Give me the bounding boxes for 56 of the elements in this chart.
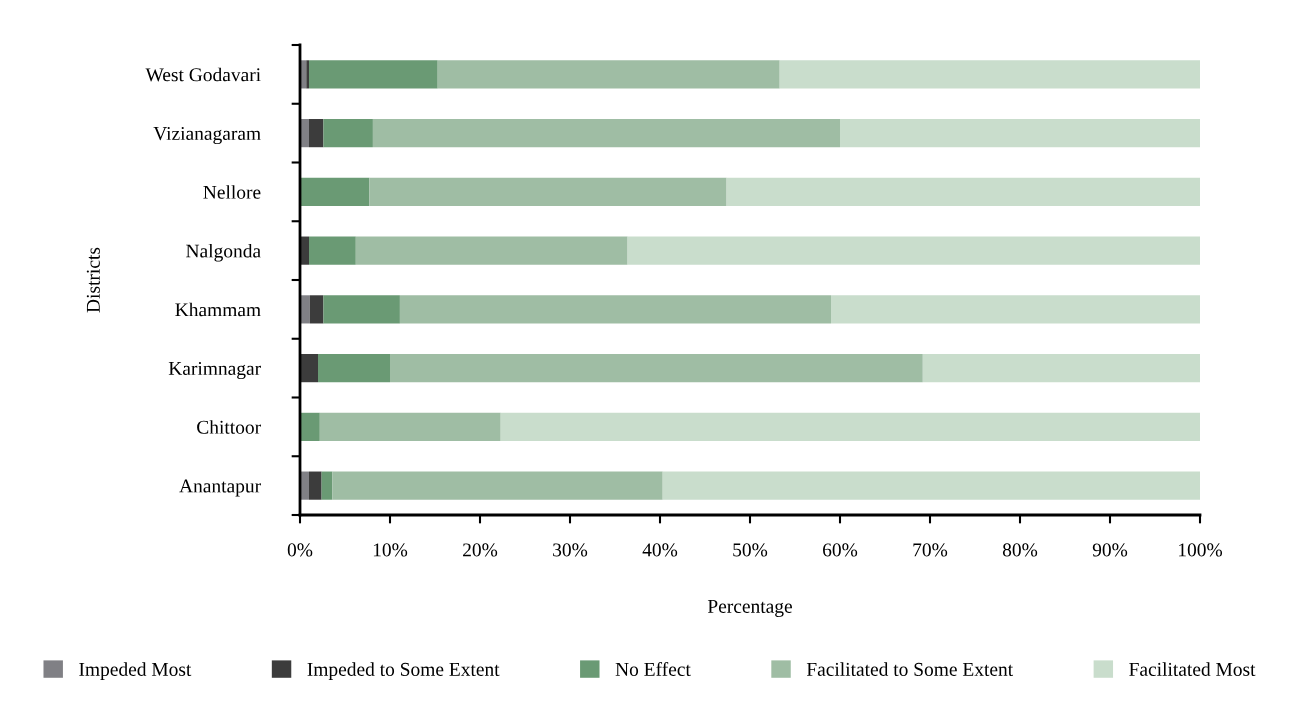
bar: [840, 119, 1200, 148]
x-tick-label: 50%: [733, 543, 768, 557]
y-tick-label: Nellore: [203, 185, 261, 199]
x-tick-label: 30%: [553, 543, 588, 557]
bar: [309, 236, 356, 265]
bar: [831, 295, 1200, 324]
bar: [321, 471, 333, 500]
bar: [399, 295, 831, 324]
x-tick-label: 100%: [1179, 543, 1223, 557]
y-tick-label: Khammam: [175, 302, 261, 317]
x-tick-label: 70%: [913, 543, 948, 557]
y-tick-label: Anantapur: [179, 479, 261, 497]
bar: [500, 412, 1200, 441]
bar: [627, 236, 1200, 265]
bar: [319, 412, 501, 441]
y-tick-label: West Godavari: [145, 67, 261, 82]
legend-label: Facilitated to Some Extent: [806, 662, 1014, 676]
bar: [309, 295, 324, 324]
x-tick-label: 40%: [642, 543, 678, 557]
x-tick-label: 0%: [287, 543, 313, 557]
x-tick-label: 90%: [1092, 543, 1128, 557]
legend-label: Facilitated Most: [1129, 662, 1256, 676]
bar: [390, 354, 923, 383]
x-tick-label: 80%: [1002, 543, 1038, 557]
bar: [318, 354, 390, 383]
bar: [332, 471, 663, 500]
bar: [323, 295, 400, 324]
bar: [309, 471, 322, 500]
bar: [779, 60, 1200, 89]
legend-label: No Effect: [615, 662, 691, 676]
y-axis-title: Districts: [86, 247, 100, 313]
bar: [300, 412, 320, 441]
bar: [922, 354, 1200, 383]
legend-label: Impeded to Some Extent: [307, 662, 500, 680]
bar: [437, 60, 780, 89]
x-tick-label: 10%: [373, 543, 408, 557]
bar: [309, 60, 438, 89]
x-tick-label: 60%: [823, 543, 858, 557]
y-tick-label: Karimnagar: [168, 361, 261, 380]
bar: [309, 119, 324, 148]
y-tick-label: Nalgonda: [186, 243, 261, 262]
bar: [726, 177, 1200, 206]
y-tick-label: Chittoor: [197, 420, 261, 434]
x-axis-title: Percentage: [707, 600, 792, 617]
bar: [300, 295, 310, 324]
legend-label: Impeded Most: [79, 662, 192, 680]
bar: [369, 177, 727, 206]
bar: [306, 60, 309, 89]
bar: [300, 177, 370, 206]
bar: [662, 471, 1200, 500]
y-tick-label: Vizianagaram: [153, 126, 261, 145]
x-tick-label: 20%: [463, 543, 498, 557]
bar: [323, 119, 373, 148]
bar: [355, 236, 628, 265]
bar: [372, 119, 840, 148]
bar: [300, 354, 318, 383]
